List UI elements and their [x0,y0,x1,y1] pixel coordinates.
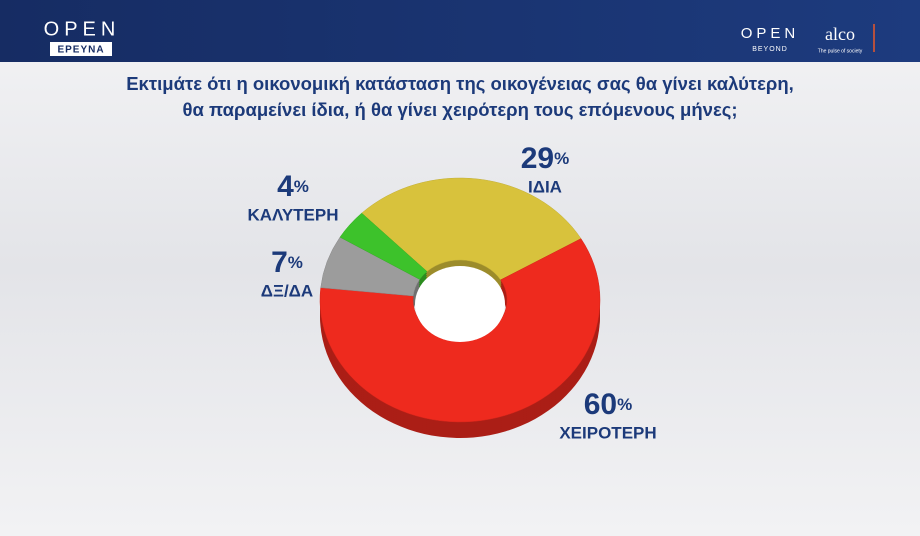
value-label: 4% [277,170,309,203]
header-bar [0,0,920,62]
slice [361,177,582,281]
category-label: ΔΞ/ΔΑ [261,281,313,300]
donut-hole [415,266,505,342]
slice [339,212,428,280]
partner-sub: BEYOND [752,46,788,53]
value-label: 7% [271,246,303,279]
logo-sub: ΕΡΕΥΝΑ [57,45,104,56]
category-label: ΙΔΙΑ [528,177,562,196]
chart-title: θα παραμείνει ίδια, ή θα γίνει χειρότερη… [182,99,737,120]
chart-title: Εκτιμάτε ότι η οικονομική κατάσταση της … [126,73,794,94]
logo-badge [50,42,112,56]
partner-logo: OPEN [741,25,800,42]
value-label: 60% [584,388,633,421]
pollster-tagline: The pulse of society [818,48,863,54]
category-label: ΧΕΙΡΟΤΕΡΗ [559,423,656,442]
logo: OPEN [44,18,121,40]
category-label: ΚΑΛΥΤΕΡΗ [247,205,338,224]
value-label: 29% [521,142,570,175]
pollster-logo: alco [825,24,855,44]
